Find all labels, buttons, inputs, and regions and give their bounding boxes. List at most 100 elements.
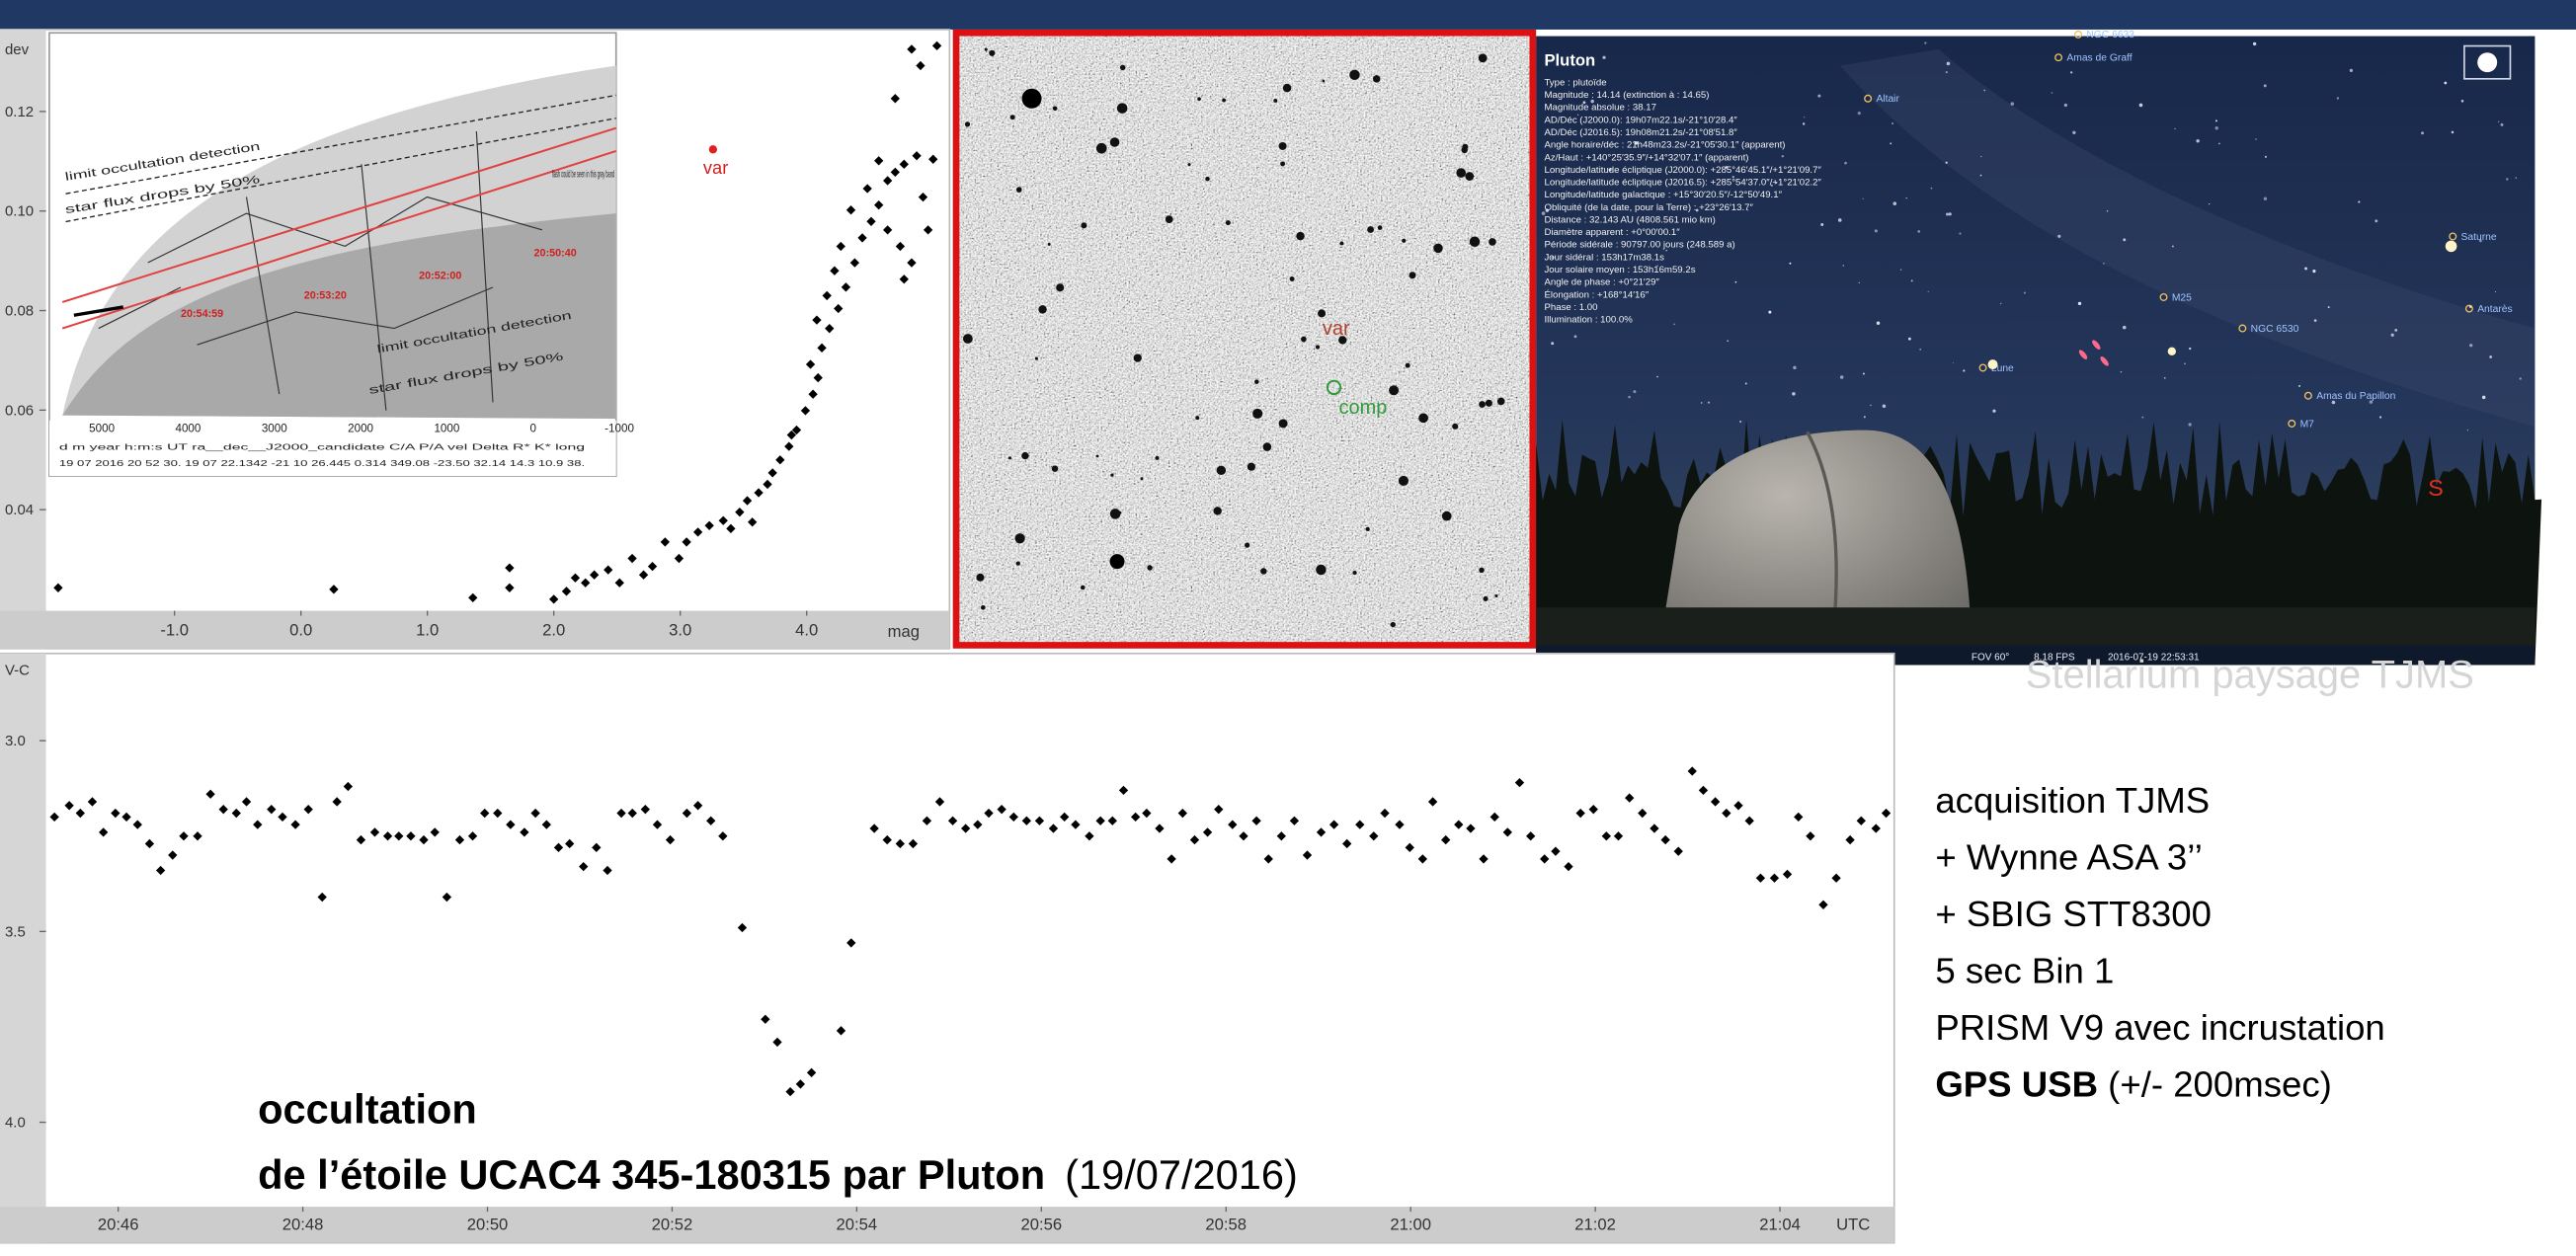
sky-star [2327,306,2330,309]
sky-star [1999,302,2002,305]
x-tick-label: 2.0 [542,620,565,639]
star [1095,142,1107,154]
sky-star [2298,384,2301,387]
sky-star [2138,103,2143,108]
chart2-y-band [0,653,46,1243]
sky-star [1804,117,1806,118]
data-point [928,154,938,164]
sky-star [1590,99,1594,104]
data-point [168,850,178,860]
data-point [1427,797,1438,807]
star [962,334,973,344]
data-point [1167,854,1176,864]
sky-object [2159,292,2168,301]
x-tick-label: 1.0 [416,620,439,639]
data-point [791,425,802,435]
title-line1: occultation [258,1085,477,1132]
data-point [1276,831,1286,841]
sky-star [2051,92,2053,94]
info-line: Période sidérale : 90797.00 jours (248.5… [1544,240,1734,251]
sky-star [2214,119,2217,122]
data-point [1818,900,1828,909]
sky-star [1858,281,1860,283]
sky-object [2238,324,2247,333]
sky-star [2122,325,2127,330]
y-tick-label: 3.0 [5,733,26,749]
chart2-x-band [0,1207,1894,1243]
sky-star [2313,319,2317,322]
data-point [830,266,840,275]
sky-star [1792,392,1796,396]
star [1398,475,1409,486]
data-point [973,820,983,829]
star-field [956,33,1533,646]
sky-star [1770,184,1773,187]
sky-star [1551,256,1555,260]
sky-star [2214,125,2218,130]
title-date: (19/07/2016) [1065,1151,1298,1198]
sky-star [1919,348,1922,351]
star [1433,243,1443,254]
sky-star [2196,139,2200,143]
x-tick-label: 20:46 [98,1215,139,1233]
sky-label: Altair [1876,94,1899,105]
sky-star [1656,375,1658,378]
status-text: 2016-07-19 22:53:31 [2108,652,2200,663]
star [1452,423,1459,430]
sky-star [1959,232,1962,235]
x-tick-label: 0.0 [289,620,312,639]
sky-object [1864,94,1873,103]
star [1095,454,1099,458]
inset-scale: 2000 [348,422,373,434]
view-button [2463,44,2512,80]
data-point [899,159,909,169]
star [1197,97,1201,101]
info-line: Illumination : 100.0% [1544,315,1633,326]
data-point [1380,808,1390,819]
sky-star [2010,102,2015,106]
data-point [1342,838,1352,849]
sky-star [2023,291,2026,294]
star [1247,462,1255,471]
sky-star [1945,161,1948,164]
info-line: Magnitude absolue : 38.17 [1544,103,1655,114]
data-point [1588,805,1598,815]
data-point [682,537,691,547]
star [1252,408,1263,419]
sky-label: Antarès [2477,304,2513,315]
sky-star [1870,404,1872,407]
data-point [718,515,728,525]
sky-star [1820,223,1824,226]
data-point [1177,808,1187,819]
star [1339,241,1344,246]
top-band [0,0,2576,30]
star [1260,568,1267,575]
inset-scale: 1000 [434,422,459,434]
star [1322,79,1326,83]
sky-star [1628,395,1631,399]
data-point [1479,854,1489,864]
sky-star [1775,182,1778,185]
data-point [419,834,429,845]
info-line: Longitude/latitude écliptique (J2000.0):… [1544,165,1821,176]
inset-limits [65,94,616,223]
star-field-stars: var comp [962,47,1505,628]
info-line: Angle horaire/déc : 21h48m23.2s/-21°05′3… [1544,140,1785,151]
sky-star [2469,344,2473,348]
data-point [1687,766,1697,776]
annotation-dot [708,145,718,154]
note-bold: GPS USB [1935,1064,2098,1105]
star [1349,69,1360,81]
sky-star [2218,142,2220,145]
data-point [674,553,684,564]
comp-marker [1326,379,1342,396]
data-point [1095,816,1105,825]
inset-table-row: 19 07 2016 20 52 30. 19 07 22.1342 -21 1… [59,458,585,468]
x-tick-label: 20:48 [282,1215,324,1233]
sky-star [1746,209,1749,211]
x-tick-label: 21:04 [1759,1215,1801,1233]
sky-star [2189,347,2192,351]
status-text: FOV 60° [1972,652,2009,663]
inset-path [61,126,617,330]
